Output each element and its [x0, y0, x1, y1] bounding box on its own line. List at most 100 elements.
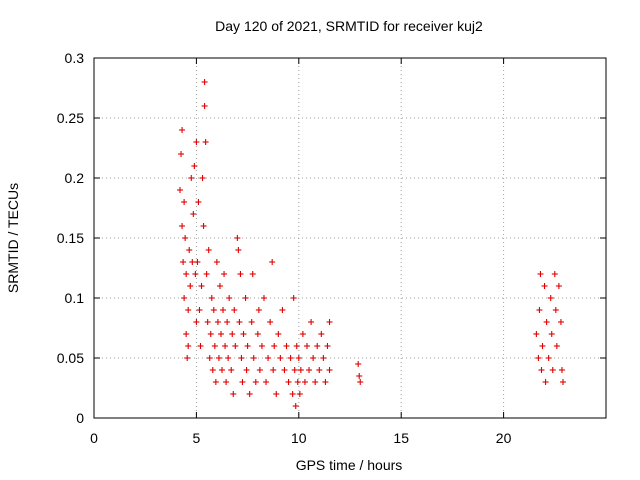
data-point: [312, 379, 319, 385]
data-point: [559, 379, 566, 385]
data-point: [316, 367, 323, 373]
data-point: [220, 307, 227, 313]
data-point: [289, 391, 296, 397]
data-point: [265, 355, 272, 361]
x-tick-label: 10: [291, 430, 307, 446]
data-point: [356, 373, 363, 379]
y-tick-label: 0.2: [65, 170, 85, 186]
x-tick-label: 0: [90, 430, 98, 446]
data-point: [552, 307, 559, 313]
data-point: [539, 343, 546, 349]
data-point: [223, 379, 230, 385]
data-point: [204, 319, 211, 325]
data-point: [273, 391, 280, 397]
data-point: [179, 127, 186, 133]
data-point: [209, 367, 216, 373]
data-point: [258, 343, 265, 349]
data-point: [326, 367, 333, 373]
data-point: [542, 379, 549, 385]
y-tick-label: 0.25: [57, 110, 84, 126]
data-point: [182, 235, 189, 241]
data-point: [355, 361, 362, 367]
data-point: [246, 391, 253, 397]
data-point: [188, 175, 195, 181]
data-point: [236, 319, 243, 325]
data-point: [249, 271, 256, 277]
data-point: [248, 319, 255, 325]
x-tick-label: 20: [496, 430, 512, 446]
data-point: [322, 379, 329, 385]
data-point: [185, 343, 192, 349]
data-point: [237, 271, 244, 277]
data-point: [537, 271, 544, 277]
data-point: [299, 331, 306, 337]
data-point: [195, 199, 202, 205]
data-point: [210, 307, 217, 313]
data-point: [185, 307, 192, 313]
data-point: [543, 319, 550, 325]
data-point: [290, 295, 297, 301]
data-point: [232, 343, 239, 349]
data-point: [181, 199, 188, 205]
data-point: [255, 307, 262, 313]
data-point: [235, 247, 242, 253]
data-point: [242, 295, 249, 301]
data-point: [199, 175, 206, 181]
data-points: [177, 79, 566, 409]
data-point: [535, 355, 542, 361]
data-point: [263, 379, 270, 385]
data-point: [183, 271, 190, 277]
data-point: [295, 355, 302, 361]
data-point: [294, 379, 301, 385]
data-point: [549, 367, 556, 373]
data-point: [252, 379, 259, 385]
data-point: [216, 283, 223, 289]
data-point: [226, 295, 233, 301]
data-point: [228, 367, 235, 373]
data-point: [548, 331, 555, 337]
data-point: [179, 223, 186, 229]
data-point: [211, 343, 218, 349]
data-point: [291, 367, 298, 373]
data-point: [545, 355, 552, 361]
data-point: [557, 319, 564, 325]
data-point: [234, 235, 241, 241]
data-point: [296, 391, 303, 397]
data-point: [547, 295, 554, 301]
data-point: [326, 319, 333, 325]
data-point: [196, 307, 203, 313]
data-point: [240, 331, 247, 337]
data-point: [277, 355, 284, 361]
data-point: [194, 259, 201, 265]
data-point: [270, 367, 277, 373]
data-point: [279, 307, 286, 313]
y-axis: 0 0.05 0.1 0.15 0.2 0.25 0.3: [57, 50, 606, 426]
grid-lines: [94, 58, 606, 418]
data-point: [193, 139, 200, 145]
data-point: [221, 271, 228, 277]
data-point: [558, 367, 565, 373]
data-point: [213, 259, 220, 265]
data-point: [267, 319, 274, 325]
data-point: [250, 355, 257, 361]
x-tick-label: 15: [393, 430, 409, 446]
data-point: [281, 367, 288, 373]
y-tick-label: 0.15: [57, 230, 84, 246]
data-point: [230, 391, 237, 397]
data-point: [256, 367, 263, 373]
data-point: [198, 283, 205, 289]
data-point: [238, 355, 245, 361]
data-point: [239, 379, 246, 385]
y-tick-label: 0.1: [65, 290, 85, 306]
y-axis-label: SRMTID / TECUs: [5, 183, 21, 293]
data-point: [555, 283, 562, 289]
chart-title: Day 120 of 2021, SRMTID for receiver kuj…: [215, 18, 483, 34]
data-point: [186, 247, 193, 253]
data-point: [201, 79, 208, 85]
data-point: [187, 283, 194, 289]
data-point: [183, 331, 190, 337]
data-point: [310, 355, 317, 361]
data-point: [254, 331, 261, 337]
data-point: [275, 331, 282, 337]
data-point: [225, 355, 232, 361]
